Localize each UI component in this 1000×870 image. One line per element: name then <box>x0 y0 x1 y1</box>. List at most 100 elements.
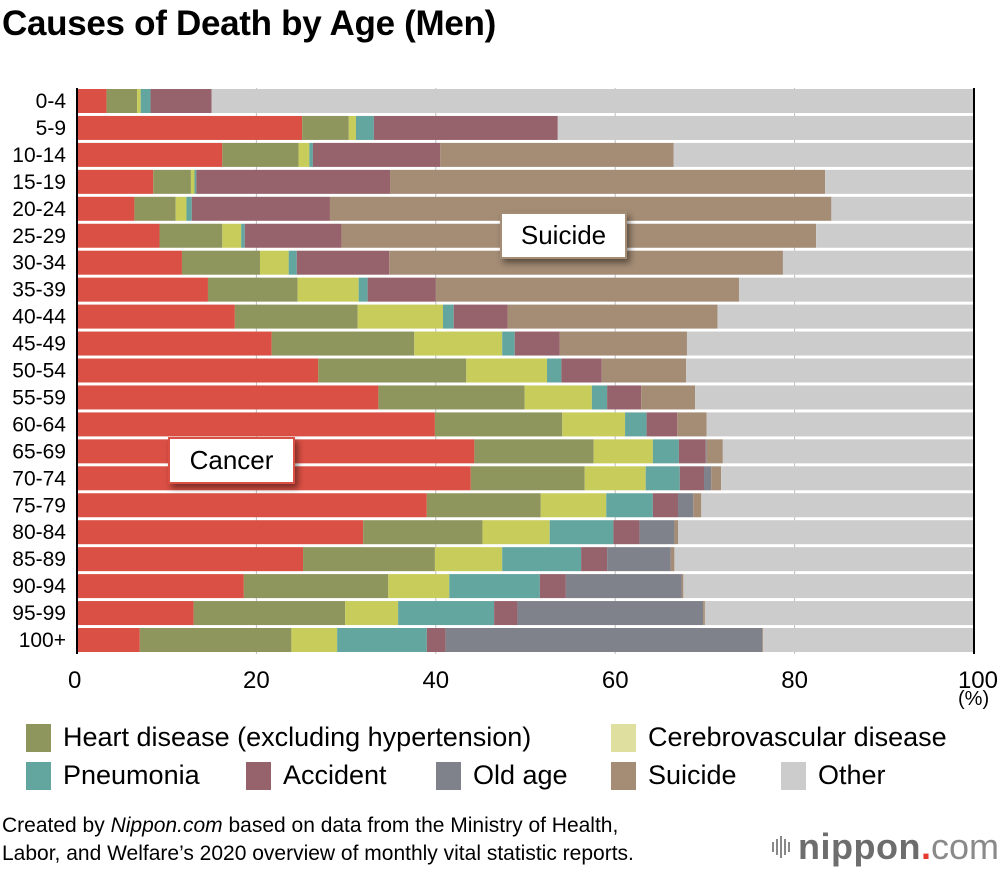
bar-segment-other <box>211 89 975 113</box>
bar-segment-accident <box>581 547 608 572</box>
bar-segment-cerebrovascular-disease <box>345 601 399 626</box>
y-tick-label: 80-84 <box>12 521 66 544</box>
bar-row-40-44 <box>77 304 974 329</box>
bar-segment-cancer <box>77 277 208 302</box>
bar-segment-cancer <box>77 223 160 248</box>
y-tick-label: 45-49 <box>12 333 66 356</box>
bar-segment-accident <box>678 439 706 464</box>
legend-swatch-heart-disease <box>26 723 51 752</box>
bar-segment-other <box>831 196 974 221</box>
bar-segment-other <box>782 250 974 275</box>
bar-row-80-84 <box>77 520 974 545</box>
bar-segment-accident <box>191 196 330 221</box>
bar-segment-heart-disease-excluding-hypertension <box>474 439 594 464</box>
bar-segment-pneumonia <box>625 412 647 437</box>
legend-label: Accident <box>283 760 387 790</box>
bar-segment-other <box>677 520 974 545</box>
legend-swatch-other <box>781 761 806 790</box>
bar-segment-pneumonia <box>549 520 614 545</box>
callout-suicide-text: Suicide <box>520 220 607 250</box>
legend-swatch-old-age <box>436 761 461 790</box>
stacked-bar-chart: 0-4 5-9 10-14 15-19 20-24 25-29 30-34 35-39 40-4… <box>12 88 998 694</box>
bar-segment-cerebrovascular-disease <box>414 331 503 356</box>
bar-segment-other <box>686 358 974 383</box>
bar-segment-pneumonia <box>398 601 495 626</box>
bar-segment-heart-disease-excluding-hypertension <box>303 547 435 572</box>
x-tick-label: 0 <box>68 667 81 694</box>
bar-segment-cancer <box>77 304 235 329</box>
legend-swatch-pneumonia <box>26 761 51 790</box>
bar-row-85-89 <box>77 547 974 572</box>
footnote-line1-rest: based on data from the Ministry of Healt… <box>222 814 619 837</box>
x-tick-label: 100 <box>958 667 998 694</box>
y-tick-label: 40-44 <box>12 306 66 329</box>
bar-segment-pneumonia <box>502 547 582 572</box>
bar-segment-cancer <box>77 250 182 275</box>
legend-item-pneumonia: Pneumonia <box>26 760 200 791</box>
bar-segment-old-age <box>607 547 671 572</box>
footnote-line-1: Created by Nippon.com based on data from… <box>2 812 634 840</box>
legend-label: Suicide <box>648 760 737 790</box>
bar-segment-cerebrovascular-disease <box>524 385 592 410</box>
bar-segment-cerebrovascular-disease <box>291 628 338 652</box>
bar-segment-pneumonia <box>645 466 680 491</box>
y-tick-label: 95-99 <box>12 602 66 625</box>
y-tick-label: 20-24 <box>12 198 66 221</box>
y-tick-label: 85-89 <box>12 548 66 571</box>
bar-segment-other <box>683 574 974 599</box>
bar-segment-cancer <box>77 412 435 437</box>
y-tick-labels: 0-4 5-9 10-14 15-19 20-24 25-29 30-34 35-39 40-4… <box>12 90 66 652</box>
bar-segment-heart-disease-excluding-hypertension <box>159 223 223 248</box>
bar-segment-accident <box>514 331 560 356</box>
bar-segment-cancer <box>77 520 364 545</box>
logo-name: nippon <box>798 826 921 867</box>
bar-segment-cancer <box>77 196 135 221</box>
legend-item-old-age: Old age <box>436 760 568 791</box>
bar-segment-heart-disease-excluding-hypertension <box>470 466 585 491</box>
bar-segment-old-age <box>705 439 707 464</box>
axes <box>76 88 975 654</box>
bar-segment-pneumonia <box>337 628 427 652</box>
bar-segment-other <box>704 601 974 626</box>
bar-row-5-9 <box>77 115 974 140</box>
bar-segment-cancer <box>77 142 223 167</box>
y-tick-label: 25-29 <box>12 225 66 248</box>
bar-segment-heart-disease-excluding-hypertension <box>426 493 541 518</box>
bar-segment-pneumonia <box>442 304 454 329</box>
bar-segment-suicide <box>762 628 764 652</box>
bar-segment-accident <box>150 89 212 113</box>
bar-segment-cancer <box>77 601 194 626</box>
bar-row-50-54 <box>77 358 974 383</box>
bar-segment-cerebrovascular-disease <box>348 115 356 140</box>
x-axis-unit-label: (%) <box>958 688 990 710</box>
bar-segment-cancer <box>77 628 140 652</box>
footnote-brand: Nippon.com <box>110 814 223 837</box>
bar-segment-accident <box>453 304 508 329</box>
chart-title: Causes of Death by Age (Men) <box>2 4 496 43</box>
x-tick-label: 40 <box>422 667 449 694</box>
source-footnote: Created by Nippon.com based on data from… <box>2 812 634 868</box>
x-tick-label: 80 <box>781 667 808 694</box>
bar-segment-suicide <box>390 169 826 194</box>
legend-label: Old age <box>473 760 568 790</box>
bar-segment-other <box>695 385 974 410</box>
bar-segment-cancer <box>77 385 379 410</box>
x-tick-label: 20 <box>243 667 270 694</box>
bar-segment-other <box>825 169 974 194</box>
bar-row-0-4 <box>77 89 975 113</box>
bar-segment-old-age <box>565 574 682 599</box>
legend-item-suicide: Suicide <box>611 760 737 791</box>
bar-segment-cerebrovascular-disease <box>259 250 289 275</box>
bar-segment-other <box>722 439 974 464</box>
y-tick-label: 60-64 <box>12 413 66 436</box>
bar-segment-cerebrovascular-disease <box>482 520 550 545</box>
bar-segment-heart-disease-excluding-hypertension <box>134 196 176 221</box>
bar-segment-accident <box>494 601 518 626</box>
bar-segment-heart-disease-excluding-hypertension <box>181 250 260 275</box>
bar-segment-suicide <box>706 439 723 464</box>
bar-segment-other <box>706 412 974 437</box>
bar-segment-suicide <box>693 493 702 518</box>
logo-dot: . <box>920 826 931 867</box>
y-tick-label: 75-79 <box>12 494 66 517</box>
legend-item-heart-disease: Heart disease (excluding hypertension) <box>26 722 531 753</box>
